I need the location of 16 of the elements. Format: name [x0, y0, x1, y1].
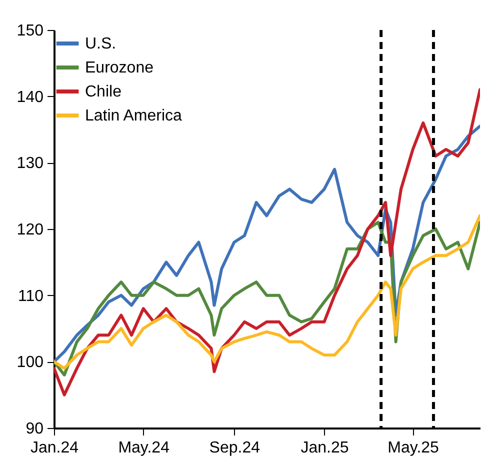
y-tick-label: 130: [16, 155, 44, 172]
x-tick-label: Sep.24: [209, 440, 260, 456]
legend-label: Chile: [85, 84, 122, 100]
legend-label: U.S.: [85, 36, 116, 52]
y-tick-label: 150: [16, 22, 44, 40]
y-tick-label: 100: [16, 354, 44, 372]
x-tick-label: Jan.25: [300, 440, 349, 456]
y-tick-label: 140: [16, 88, 44, 106]
y-tick-label: 110: [18, 288, 44, 305]
legend-label: Latin America: [85, 108, 182, 124]
x-tick-label: May.25: [388, 440, 440, 456]
y-tick-label: 120: [16, 222, 44, 238]
y-tick-label: 90: [26, 420, 44, 438]
x-tick-label: May.24: [118, 440, 170, 456]
x-tick-label: Jan.24: [30, 440, 79, 456]
legend-label: Eurozone: [85, 60, 154, 76]
